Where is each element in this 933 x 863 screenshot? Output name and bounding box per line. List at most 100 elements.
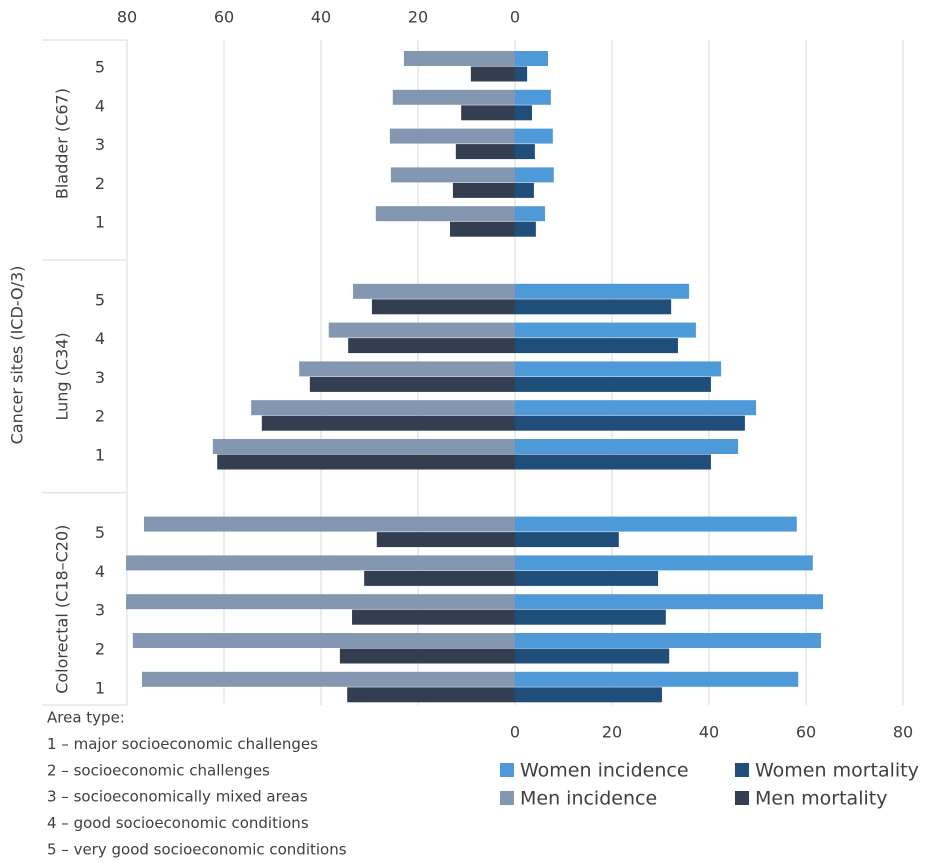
bar — [126, 555, 515, 571]
group-label: Lung (C34) — [53, 332, 72, 420]
note: 3 – socioeconomically mixed areas — [47, 788, 308, 806]
category-label: 2 — [95, 174, 105, 193]
category-label: 5 — [95, 290, 105, 309]
bar — [515, 299, 672, 315]
bar — [515, 609, 666, 625]
bar — [515, 361, 722, 377]
bar — [515, 283, 690, 299]
bar — [515, 338, 678, 354]
bar — [515, 51, 548, 66]
bar — [515, 144, 535, 160]
legend-swatch — [735, 763, 749, 777]
bar — [515, 206, 546, 222]
bar — [375, 206, 515, 222]
x-tick-label: 20 — [602, 723, 622, 742]
category-label: 4 — [95, 562, 105, 581]
bar — [515, 633, 822, 648]
bar — [339, 648, 515, 664]
bar — [390, 167, 515, 183]
bar — [142, 671, 515, 687]
bar — [143, 516, 515, 532]
bar — [299, 361, 515, 377]
bar — [515, 439, 739, 454]
bar — [515, 671, 799, 687]
bar — [352, 609, 515, 625]
bar — [515, 89, 551, 105]
category-label: 1 — [95, 678, 105, 697]
legend-label: Women incidence — [520, 760, 689, 782]
group-label: Colorectal (C18–C20) — [53, 525, 72, 694]
bar — [353, 283, 515, 299]
bar — [515, 555, 813, 571]
category-label: 1 — [95, 213, 105, 232]
bar — [212, 439, 515, 454]
bar — [371, 299, 515, 315]
category-label: 1 — [95, 446, 105, 465]
bar — [515, 648, 670, 664]
bar — [515, 167, 554, 183]
bar — [452, 182, 515, 198]
bar — [515, 128, 553, 144]
x2-tick-label: 20 — [408, 8, 428, 27]
category-label: 5 — [95, 523, 105, 542]
bar — [126, 594, 515, 610]
bar — [515, 594, 823, 610]
category-label: 3 — [95, 601, 105, 620]
bar — [461, 105, 515, 121]
bar — [132, 633, 515, 648]
note: 2 – socioeconomic challenges — [47, 761, 270, 779]
bar — [515, 415, 745, 431]
category-label: 3 — [95, 368, 105, 387]
bar — [515, 516, 797, 532]
bar — [470, 66, 515, 82]
bar — [403, 51, 515, 66]
x2-tick-label: 40 — [311, 8, 331, 27]
legend-swatch — [735, 791, 749, 805]
y-axis-label: Cancer sites (ICD-O/3) — [8, 266, 27, 445]
x2-tick-label: 0 — [510, 8, 520, 27]
bar — [515, 532, 619, 548]
legend-label: Women mortality — [755, 760, 919, 782]
bar — [392, 89, 515, 105]
category-label: 3 — [95, 135, 105, 154]
bar — [328, 322, 515, 338]
x-tick-label: 0 — [510, 723, 520, 742]
category-label: 2 — [95, 640, 105, 659]
bar — [364, 570, 515, 586]
bar — [455, 144, 515, 160]
group-label: Bladder (C67) — [53, 88, 72, 199]
x-tick-label: 60 — [796, 723, 816, 742]
x2-tick-label: 80 — [117, 8, 137, 27]
bar — [515, 570, 659, 586]
x-tick-label: 80 — [893, 723, 913, 742]
bar — [515, 454, 711, 470]
category-label: 4 — [95, 96, 105, 115]
bar — [515, 687, 662, 703]
bar — [450, 221, 515, 237]
legend-swatch — [500, 791, 514, 805]
bar — [217, 454, 515, 470]
bar — [515, 105, 532, 121]
bar — [347, 687, 515, 703]
legend-swatch — [500, 763, 514, 777]
bar — [389, 128, 515, 144]
x-tick-label: 40 — [699, 723, 719, 742]
bar — [251, 400, 515, 416]
bar — [376, 532, 515, 548]
bar — [515, 376, 711, 392]
category-label: 2 — [95, 407, 105, 426]
legend-label: Men mortality — [755, 788, 887, 810]
bar — [348, 338, 515, 354]
bar — [309, 376, 515, 392]
note: Area type: — [47, 709, 125, 727]
bar — [515, 322, 696, 338]
bar — [515, 400, 757, 416]
bar — [515, 182, 534, 198]
category-label: 4 — [95, 329, 105, 348]
bar — [515, 221, 536, 237]
note: 5 – very good socioeconomic conditions — [47, 841, 347, 859]
bar — [261, 415, 515, 431]
bar — [515, 66, 528, 82]
legend-label: Men incidence — [520, 788, 657, 810]
